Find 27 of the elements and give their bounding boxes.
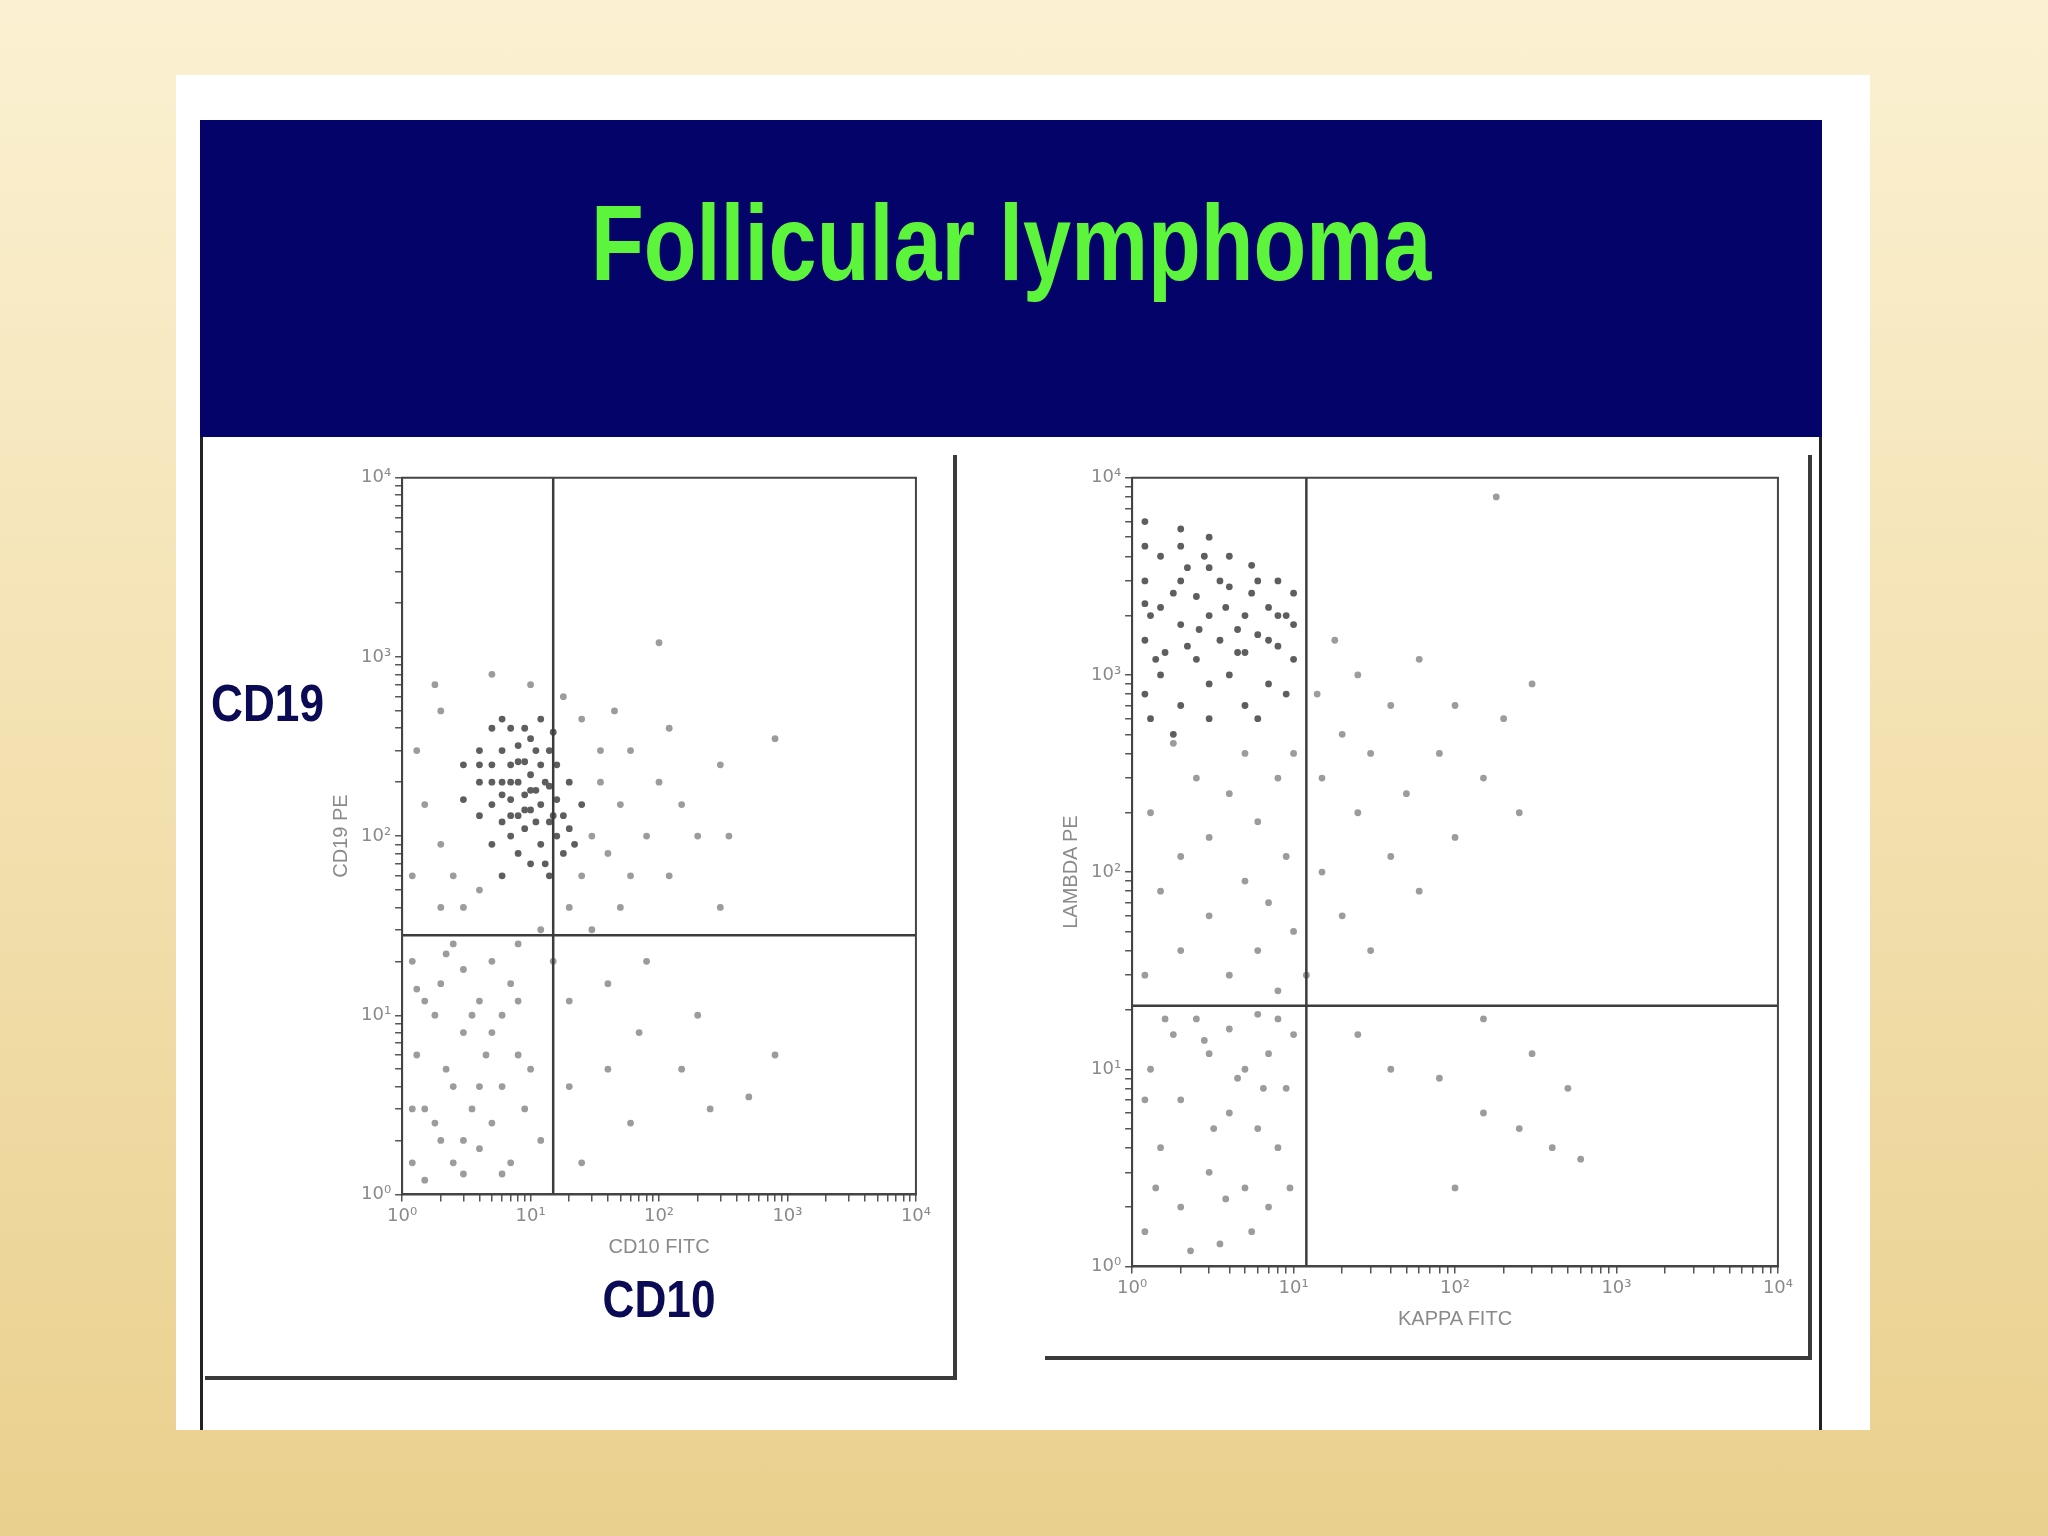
y-tick-label: 10⁴ [361,465,392,487]
y-tick-label: 10⁴ [1091,465,1122,487]
y-tick-label: 10¹ [361,1002,392,1024]
x-tick-label: 10¹ [515,1203,546,1225]
y-axis-title: CD19 PE [328,794,351,878]
y-tick-label: 10⁰ [1091,1254,1122,1276]
text: CD19 [211,672,325,733]
x-axis-title: KAPPA FITC [1397,1306,1513,1329]
x-axis-title: CD10 FITC [608,1234,710,1257]
x-tick-label: 10⁰ [1117,1275,1148,1297]
x-tick-label: 10⁴ [1762,1275,1793,1297]
y-tick-label: 10³ [361,644,392,666]
chart-title: Follicular lymphoma [590,181,1432,305]
y-tick-label: 10⁰ [361,1182,392,1204]
y-tick-label: 10³ [1091,662,1122,684]
x-tick-label: 10¹ [1278,1275,1309,1297]
y-tick-label: 10¹ [1091,1056,1122,1078]
x-tick-label: 10² [643,1203,675,1225]
y-axis-title: LAMBDA PE [1058,815,1081,929]
y-tick-label: 10² [361,823,392,845]
x-tick-label: 10² [1439,1275,1471,1297]
x-tick-label: 10⁰ [387,1203,418,1225]
x-tick-label: 10³ [772,1203,803,1225]
text: CD10 [602,1269,716,1329]
x-tick-label: 10³ [1601,1275,1632,1297]
x-tick-label: 10⁴ [900,1203,931,1225]
y-tick-label: 10² [1091,859,1122,881]
